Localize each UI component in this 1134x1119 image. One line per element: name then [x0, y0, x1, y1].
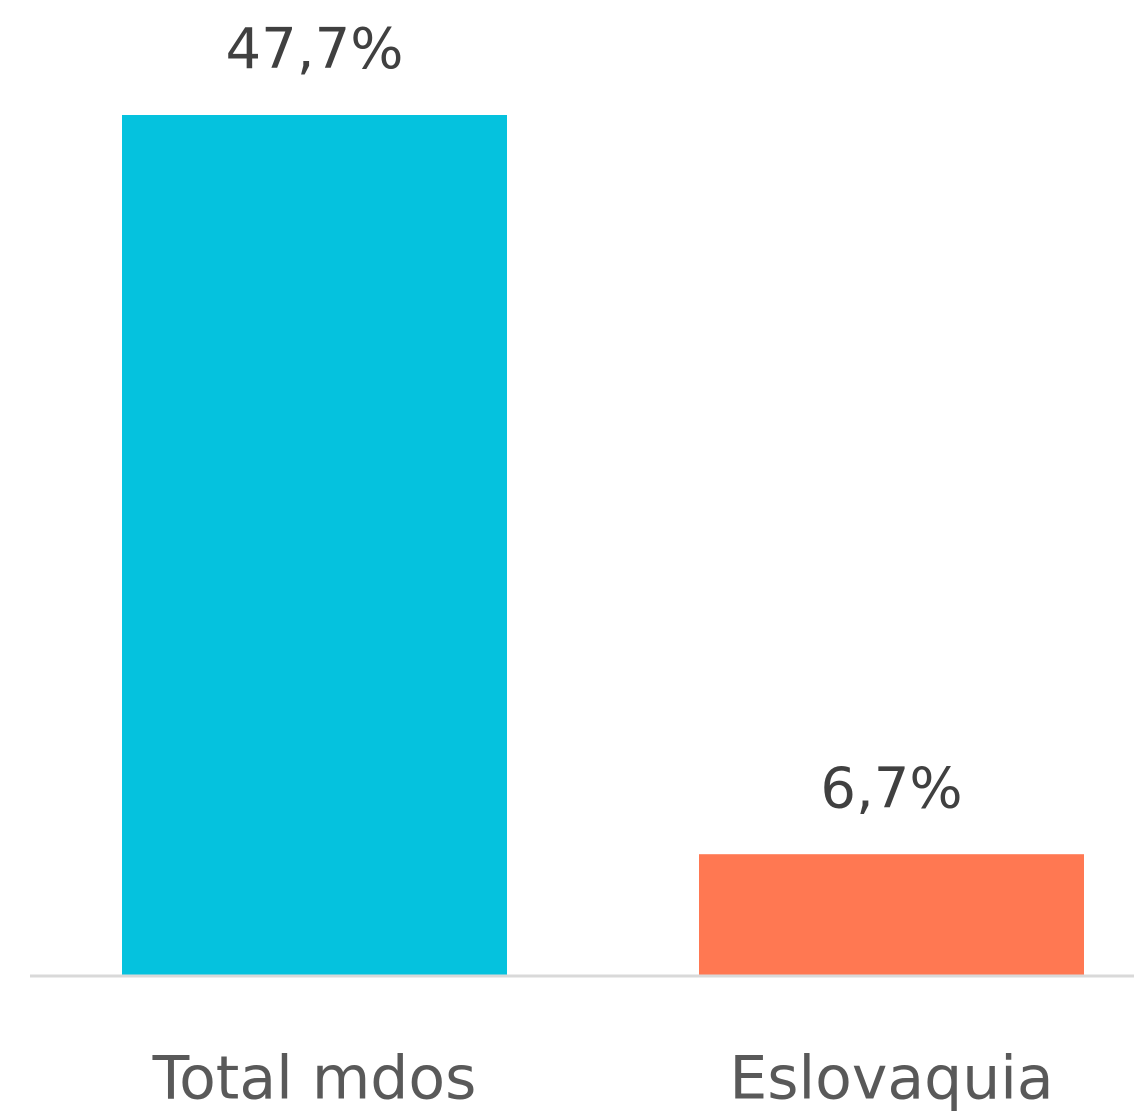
x-tick-label: Eslovaquia — [729, 1044, 1053, 1114]
bar — [122, 115, 507, 975]
x-tick-label: Total mdos — [152, 1044, 477, 1114]
value-label: 47,7% — [226, 17, 404, 82]
value-label: 6,7% — [820, 756, 962, 821]
bar — [699, 854, 1084, 975]
